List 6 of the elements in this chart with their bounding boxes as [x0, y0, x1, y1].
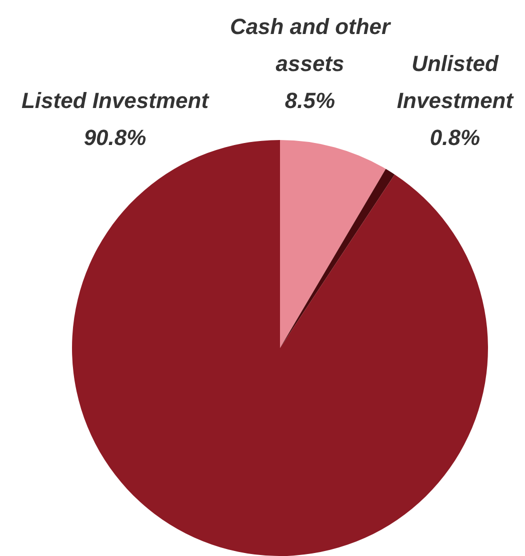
- slice-label: Listed Investment: [21, 88, 210, 114]
- data-label: 90.8%: [84, 125, 146, 150]
- slice-label: Cash and other assets: [230, 14, 392, 76]
- data-label: 0.8%: [430, 125, 480, 150]
- data-label: 8.5%: [284, 88, 336, 114]
- slice-label: Unlisted Investment: [396, 51, 515, 114]
